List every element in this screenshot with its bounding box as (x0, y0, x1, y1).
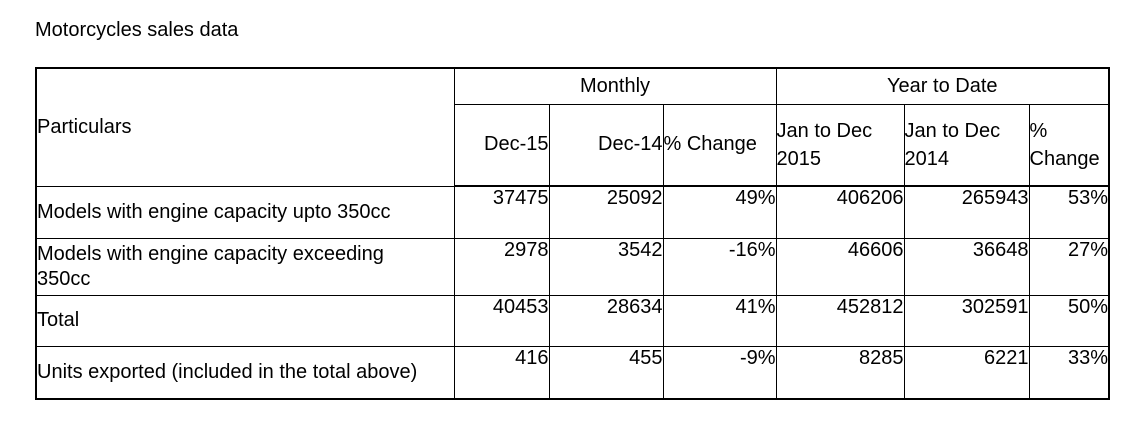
row-label-cell: Models with engine capacity exceeding 35… (35, 237, 455, 296)
dec15-value-cell: 416 (453, 345, 550, 400)
ytd-change-value-cell: 27% (1028, 237, 1110, 296)
ytd-2015-header-cell: Jan to Dec 2015 (775, 103, 905, 187)
page-title: Motorcycles sales data (35, 19, 239, 41)
ytd-2014-value-cell: 36648 (903, 237, 1030, 296)
dec14-header-cell: Dec-14 (548, 103, 664, 187)
monthly-change-value-cell: 49% (662, 185, 777, 239)
monthly-change-value-cell: 41% (662, 294, 777, 347)
table-row-exceeding-350cc: Models with engine capacity exceeding 35… (35, 237, 1110, 296)
monthly-change-value-cell: -16% (662, 237, 777, 296)
ytd-2015-value-cell: 452812 (775, 294, 905, 347)
row-label-cell: Units exported (included in the total ab… (35, 345, 455, 400)
ytd-2014-value-cell: 6221 (903, 345, 1030, 400)
ytd-2015-value-cell: 46606 (775, 237, 905, 296)
dec15-value-cell: 40453 (453, 294, 550, 347)
table-row-units-exported: Units exported (included in the total ab… (35, 345, 1110, 400)
group-header-row: Particulars Monthly Year to Date (35, 67, 1110, 187)
table-row-total: Total 40453 28634 41% 452812 302591 50% (35, 294, 1110, 347)
table-row-upto-350cc: Models with engine capacity upto 350cc 3… (35, 185, 1110, 239)
monthly-change-header-cell: % Change (662, 103, 777, 187)
ytd-2015-value-cell: 8285 (775, 345, 905, 400)
dec14-value-cell: 28634 (548, 294, 664, 347)
ytd-2015-value-cell: 406206 (775, 185, 905, 239)
sub-header-row: Dec-15 Dec-14 % Change Jan to Dec 2015 J… (36, 103, 1110, 187)
ytd-change-value-cell: 50% (1028, 294, 1110, 347)
dec14-value-cell: 3542 (548, 237, 664, 296)
dec14-value-cell: 455 (548, 345, 664, 400)
ytd-2014-header-cell: Jan to Dec 2014 (903, 103, 1030, 187)
ytd-group-header-cell: Year to Date (775, 67, 1110, 105)
monthly-group-header-cell: Monthly (453, 67, 777, 105)
ytd-change-value-cell: 53% (1028, 185, 1110, 239)
dec14-value-cell: 25092 (548, 185, 664, 239)
ytd-change-value-cell: 33% (1028, 345, 1110, 400)
row-label-cell: Models with engine capacity upto 350cc (35, 185, 455, 239)
sales-table: Particulars Monthly Year to Date Dec-15 … (35, 67, 1111, 400)
monthly-change-value-cell: -9% (662, 345, 777, 400)
dec15-header-cell: Dec-15 (453, 103, 550, 187)
dec15-value-cell: 2978 (453, 237, 550, 296)
particulars-header-cell: Particulars (35, 67, 455, 187)
dec15-value-cell: 37475 (453, 185, 550, 239)
row-label-cell: Total (35, 294, 455, 347)
ytd-2014-value-cell: 265943 (903, 185, 1030, 239)
ytd-change-header-cell: % Change (1028, 103, 1110, 187)
ytd-2014-value-cell: 302591 (903, 294, 1030, 347)
